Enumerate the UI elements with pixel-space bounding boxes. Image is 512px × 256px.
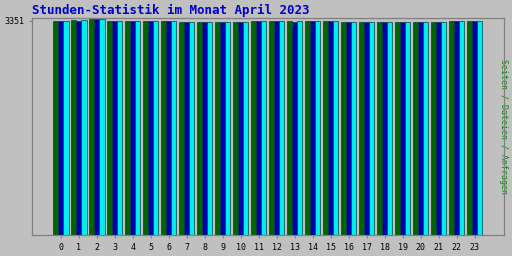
Bar — [315, 21, 321, 235]
Bar — [117, 21, 122, 235]
Bar — [215, 22, 220, 235]
Bar — [189, 22, 195, 235]
Bar — [359, 22, 364, 235]
Bar — [459, 21, 464, 235]
Bar — [395, 22, 400, 235]
Bar — [323, 21, 328, 235]
Bar — [172, 21, 177, 235]
Bar — [382, 22, 387, 235]
Bar — [297, 22, 303, 235]
Y-axis label: Seiten / Dateien / Anfragen: Seiten / Dateien / Anfragen — [499, 59, 508, 194]
Bar — [112, 21, 117, 235]
Bar — [287, 22, 292, 235]
Bar — [305, 21, 310, 235]
Bar — [431, 22, 436, 235]
Bar — [243, 22, 248, 235]
Bar — [225, 22, 230, 235]
Bar — [477, 21, 482, 235]
Bar — [261, 21, 266, 235]
Text: Stunden-Statistik im Monat April 2023: Stunden-Statistik im Monat April 2023 — [32, 4, 309, 17]
Bar — [333, 21, 338, 235]
Bar — [179, 22, 184, 235]
Bar — [143, 21, 148, 235]
Bar — [220, 22, 225, 235]
Bar — [449, 21, 454, 235]
Bar — [423, 22, 428, 235]
Bar — [351, 22, 356, 235]
Bar — [63, 21, 69, 235]
Bar — [161, 21, 166, 235]
Bar — [135, 21, 140, 235]
Bar — [125, 21, 130, 235]
Bar — [207, 22, 212, 235]
Bar — [197, 22, 202, 235]
Bar — [202, 22, 207, 235]
Bar — [405, 22, 410, 235]
Bar — [107, 21, 112, 235]
Bar — [387, 22, 392, 235]
Bar — [184, 22, 189, 235]
Bar — [328, 22, 333, 235]
Bar — [269, 21, 274, 235]
Bar — [233, 22, 238, 235]
Bar — [292, 22, 297, 235]
Bar — [274, 21, 279, 235]
Bar — [71, 20, 76, 235]
Bar — [99, 19, 104, 235]
Bar — [400, 22, 405, 235]
Bar — [130, 21, 135, 235]
Bar — [369, 22, 374, 235]
Bar — [346, 22, 351, 235]
Bar — [166, 21, 172, 235]
Bar — [89, 19, 94, 235]
Bar — [256, 21, 261, 235]
Bar — [251, 21, 256, 235]
Bar — [436, 22, 441, 235]
Bar — [467, 21, 472, 235]
Bar — [472, 21, 477, 235]
Bar — [413, 22, 418, 235]
Bar — [418, 22, 423, 235]
Bar — [94, 19, 99, 235]
Bar — [377, 22, 382, 235]
Bar — [341, 22, 346, 235]
Bar — [441, 22, 446, 235]
Bar — [58, 21, 63, 235]
Bar — [454, 22, 459, 235]
Bar — [53, 21, 58, 235]
Bar — [279, 21, 284, 235]
Bar — [238, 22, 243, 235]
Bar — [148, 21, 154, 235]
Bar — [364, 22, 369, 235]
Bar — [81, 20, 87, 235]
Bar — [310, 21, 315, 235]
Bar — [154, 21, 159, 235]
Bar — [76, 20, 81, 235]
